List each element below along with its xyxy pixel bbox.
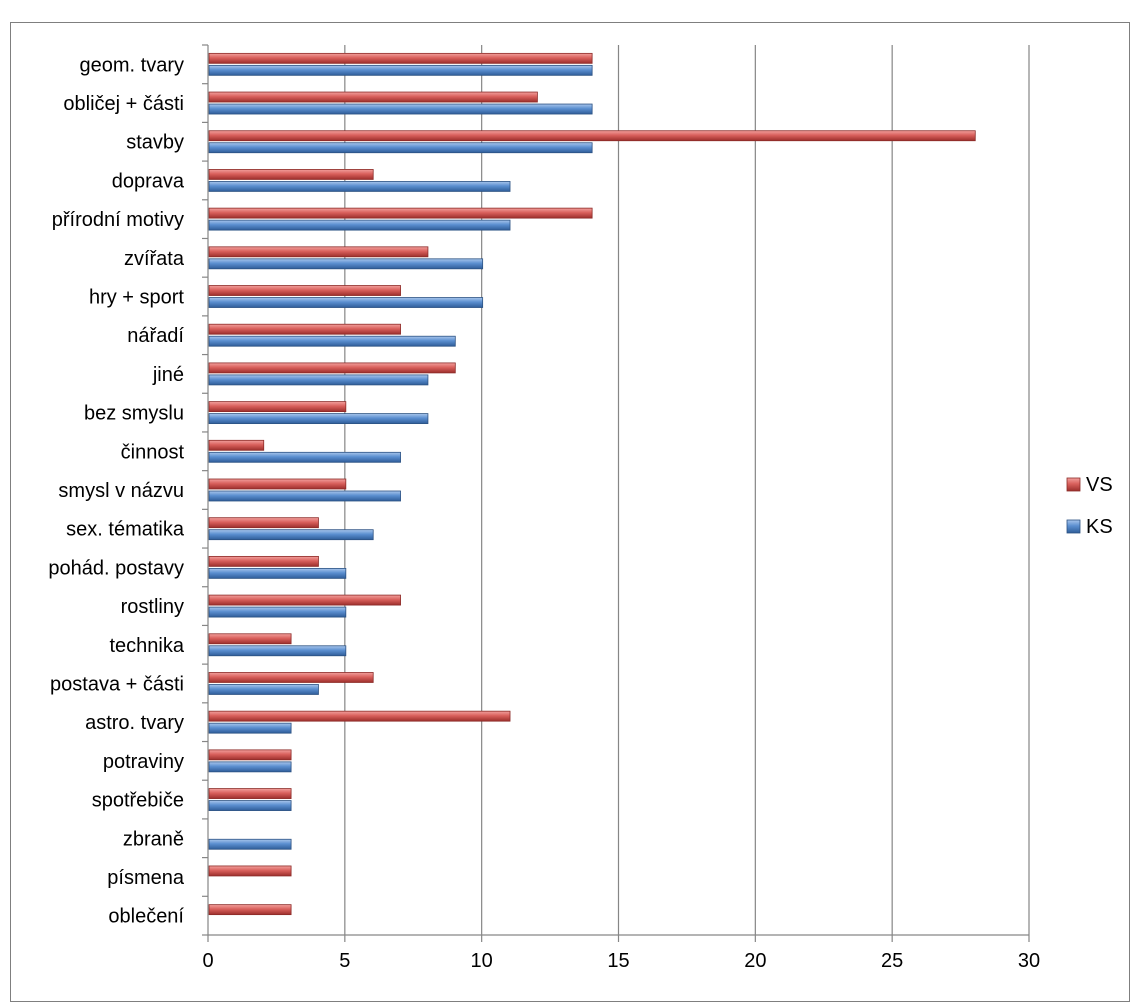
bar-ks <box>208 413 429 425</box>
bar-vs <box>208 633 292 645</box>
category-label: stavby <box>126 132 184 154</box>
category-label: bez smyslu <box>84 403 184 425</box>
bar-vs <box>208 169 374 180</box>
x-tick-label: 0 <box>202 950 213 972</box>
bar-ks <box>208 606 347 618</box>
bar-ks <box>208 490 401 502</box>
bar-ks <box>208 219 511 231</box>
bar-vs <box>208 710 511 722</box>
bar-vs <box>208 401 347 413</box>
x-tick-label: 5 <box>339 950 350 972</box>
bar-vs <box>208 91 538 103</box>
category-label: činnost <box>121 441 185 463</box>
bar-vs <box>208 323 401 335</box>
bar-ks <box>208 297 484 308</box>
bar-ks <box>208 645 347 657</box>
chart-frame <box>10 22 1130 1002</box>
bar-vs <box>208 904 292 916</box>
bar-ks <box>208 103 593 115</box>
category-label: oblečení <box>108 906 184 928</box>
bar-ks <box>208 838 292 850</box>
x-tick-label: 30 <box>1018 950 1040 972</box>
legend-label-ks: KS <box>1086 516 1113 538</box>
category-label: potraviny <box>103 751 184 773</box>
bar-ks <box>208 529 374 541</box>
bar-vs <box>208 362 456 374</box>
bar-vs <box>208 478 347 490</box>
bar-ks <box>208 181 511 192</box>
bar-ks <box>208 451 401 463</box>
bar-vs <box>208 52 593 64</box>
category-label: spotřebiče <box>92 790 184 812</box>
category-label: nářadí <box>127 325 184 347</box>
category-label: astro. tvary <box>85 712 184 734</box>
category-label: pohád. postavy <box>48 557 184 579</box>
category-label: zvířata <box>124 248 185 270</box>
bar-vs <box>208 865 292 877</box>
axes <box>202 44 1030 942</box>
category-label: zbraně <box>123 828 184 850</box>
x-tick-label: 25 <box>881 950 903 972</box>
bar-ks <box>208 761 292 773</box>
bar-vs <box>208 555 319 567</box>
bar-ks <box>208 335 456 347</box>
bar-vs <box>208 594 401 606</box>
legend-label-vs: VS <box>1086 474 1113 496</box>
bar-vs <box>208 672 374 683</box>
bar-ks <box>208 142 593 154</box>
legend-swatch-ks <box>1066 519 1081 534</box>
bar-ks <box>208 374 429 386</box>
category-label: jiné <box>152 364 184 386</box>
category-label: sex. tématika <box>66 519 185 541</box>
bar-vs <box>208 517 319 529</box>
category-label: písmena <box>107 867 185 889</box>
category-label: hry + sport <box>89 287 184 309</box>
category-label: přírodní motivy <box>52 209 184 231</box>
bar-vs <box>208 246 429 258</box>
bar-vs <box>208 788 292 799</box>
category-label: rostliny <box>121 596 184 618</box>
legend-swatch-vs <box>1066 477 1081 492</box>
bar-vs <box>208 130 976 142</box>
category-label: technika <box>110 635 185 657</box>
bars <box>208 52 976 916</box>
x-tick-label: 10 <box>471 950 493 972</box>
bar-ks <box>208 684 319 695</box>
gridlines <box>344 45 1030 935</box>
bar-ks <box>208 64 593 76</box>
legend: VS KS <box>1066 474 1113 538</box>
category-labels: geom. tvary obličej + části stavby doprava p… <box>48 54 185 927</box>
category-label: smysl v názvu <box>58 480 184 502</box>
category-label: obličej + části <box>63 93 184 115</box>
x-tick-label: 15 <box>607 950 629 972</box>
bar-vs <box>208 285 401 296</box>
x-tick-label: 20 <box>744 950 766 972</box>
tick-labels: 0 5 10 15 20 25 30 <box>202 950 1040 972</box>
bar-ks <box>208 567 347 579</box>
category-label: postava + části <box>50 673 184 695</box>
bar-ks <box>208 722 292 734</box>
bar-ks <box>208 258 484 270</box>
category-label: geom. tvary <box>80 54 184 76</box>
bar-vs <box>208 207 593 219</box>
bar-vs <box>208 439 265 451</box>
category-label: doprava <box>112 170 185 192</box>
bar-ks <box>208 800 292 811</box>
bar-vs <box>208 749 292 761</box>
